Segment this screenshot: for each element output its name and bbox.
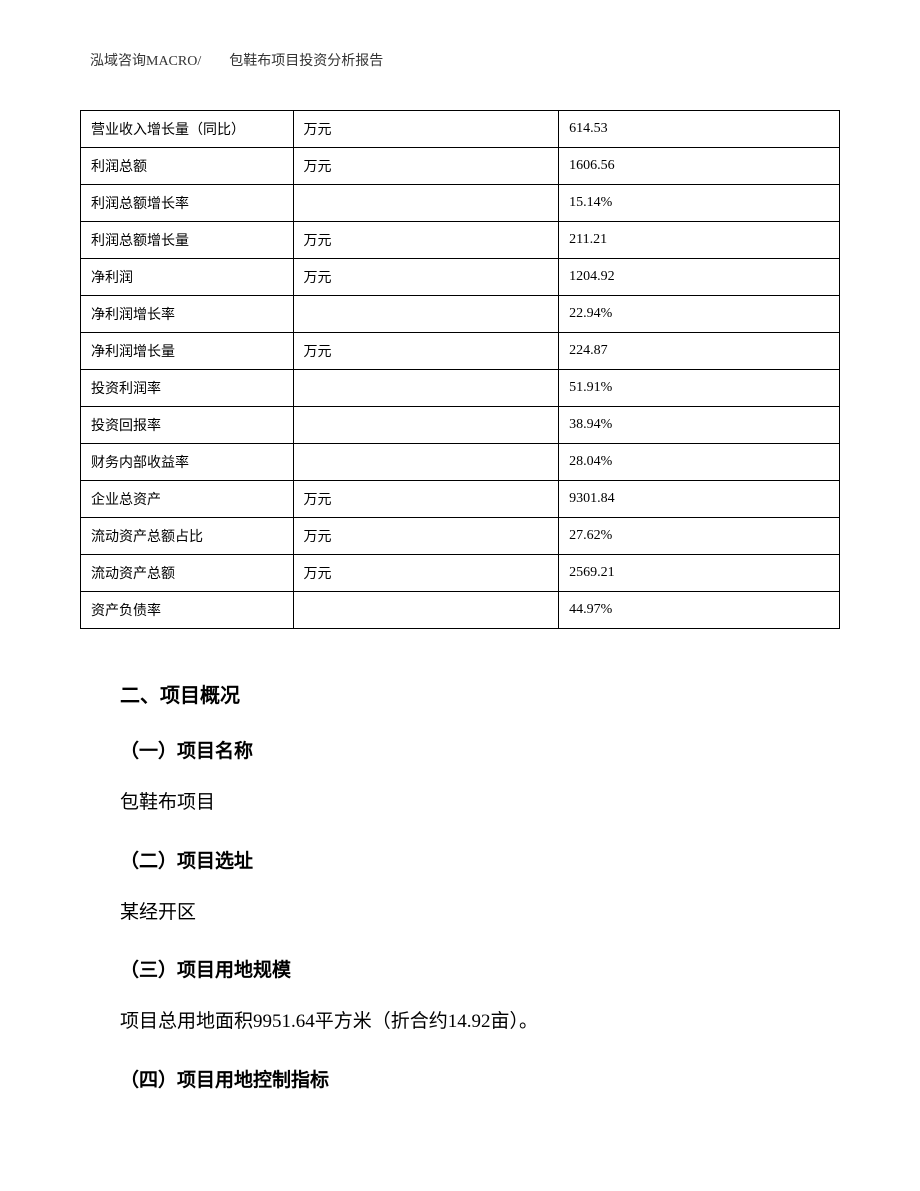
cell-label: 净利润	[81, 259, 294, 296]
cell-value: 51.91%	[559, 370, 840, 407]
body-text-3: 项目总用地面积9951.64平方米（折合约14.92亩）。	[120, 1008, 800, 1037]
cell-value: 614.53	[559, 111, 840, 148]
table-row: 流动资产总额 万元 2569.21	[81, 555, 840, 592]
cell-unit	[293, 407, 559, 444]
cell-unit: 万元	[293, 148, 559, 185]
table-row: 营业收入增长量（同比） 万元 614.53	[81, 111, 840, 148]
cell-unit: 万元	[293, 333, 559, 370]
cell-value: 28.04%	[559, 444, 840, 481]
subsection-heading-4: （四）项目用地控制指标	[120, 1065, 800, 1092]
body-text-1: 包鞋布项目	[120, 789, 800, 818]
cell-value: 2569.21	[559, 555, 840, 592]
cell-label: 财务内部收益率	[81, 444, 294, 481]
table-row: 利润总额增长率 15.14%	[81, 185, 840, 222]
cell-unit: 万元	[293, 111, 559, 148]
cell-unit: 万元	[293, 481, 559, 518]
table-row: 净利润 万元 1204.92	[81, 259, 840, 296]
cell-value: 15.14%	[559, 185, 840, 222]
cell-value: 38.94%	[559, 407, 840, 444]
cell-unit: 万元	[293, 259, 559, 296]
cell-label: 利润总额增长量	[81, 222, 294, 259]
cell-label: 利润总额	[81, 148, 294, 185]
table-row: 净利润增长率 22.94%	[81, 296, 840, 333]
cell-unit: 万元	[293, 555, 559, 592]
table-row: 投资回报率 38.94%	[81, 407, 840, 444]
cell-value: 9301.84	[559, 481, 840, 518]
cell-label: 营业收入增长量（同比）	[81, 111, 294, 148]
subsection-heading-1: （一）项目名称	[120, 736, 800, 763]
cell-value: 22.94%	[559, 296, 840, 333]
cell-value: 224.87	[559, 333, 840, 370]
cell-label: 投资利润率	[81, 370, 294, 407]
cell-unit	[293, 296, 559, 333]
cell-unit	[293, 185, 559, 222]
cell-value: 211.21	[559, 222, 840, 259]
cell-value: 44.97%	[559, 592, 840, 629]
cell-unit	[293, 370, 559, 407]
table-row: 利润总额 万元 1606.56	[81, 148, 840, 185]
cell-unit: 万元	[293, 222, 559, 259]
cell-unit	[293, 444, 559, 481]
cell-label: 流动资产总额	[81, 555, 294, 592]
cell-label: 流动资产总额占比	[81, 518, 294, 555]
table-row: 投资利润率 51.91%	[81, 370, 840, 407]
content-area: 营业收入增长量（同比） 万元 614.53 利润总额 万元 1606.56 利润…	[80, 110, 840, 1118]
cell-value: 1606.56	[559, 148, 840, 185]
cell-value: 27.62%	[559, 518, 840, 555]
subsection-heading-3: （三）项目用地规模	[120, 955, 800, 982]
section-heading: 二、项目概况	[120, 679, 800, 708]
financial-table: 营业收入增长量（同比） 万元 614.53 利润总额 万元 1606.56 利润…	[80, 110, 840, 629]
table-row: 利润总额增长量 万元 211.21	[81, 222, 840, 259]
section-body: 二、项目概况 （一）项目名称 包鞋布项目 （二）项目选址 某经开区 （三）项目用…	[80, 679, 840, 1092]
table-row: 净利润增长量 万元 224.87	[81, 333, 840, 370]
body-text-2: 某经开区	[120, 899, 800, 928]
cell-label: 企业总资产	[81, 481, 294, 518]
page-header: 泓域咨询MACRO/ 包鞋布项目投资分析报告	[90, 50, 383, 70]
table-row: 企业总资产 万元 9301.84	[81, 481, 840, 518]
table-row: 流动资产总额占比 万元 27.62%	[81, 518, 840, 555]
table-row: 资产负债率 44.97%	[81, 592, 840, 629]
cell-value: 1204.92	[559, 259, 840, 296]
subsection-heading-2: （二）项目选址	[120, 846, 800, 873]
cell-unit	[293, 592, 559, 629]
table-row: 财务内部收益率 28.04%	[81, 444, 840, 481]
header-text: 泓域咨询MACRO/ 包鞋布项目投资分析报告	[90, 54, 383, 69]
cell-unit: 万元	[293, 518, 559, 555]
cell-label: 资产负债率	[81, 592, 294, 629]
cell-label: 净利润增长量	[81, 333, 294, 370]
cell-label: 投资回报率	[81, 407, 294, 444]
cell-label: 净利润增长率	[81, 296, 294, 333]
cell-label: 利润总额增长率	[81, 185, 294, 222]
